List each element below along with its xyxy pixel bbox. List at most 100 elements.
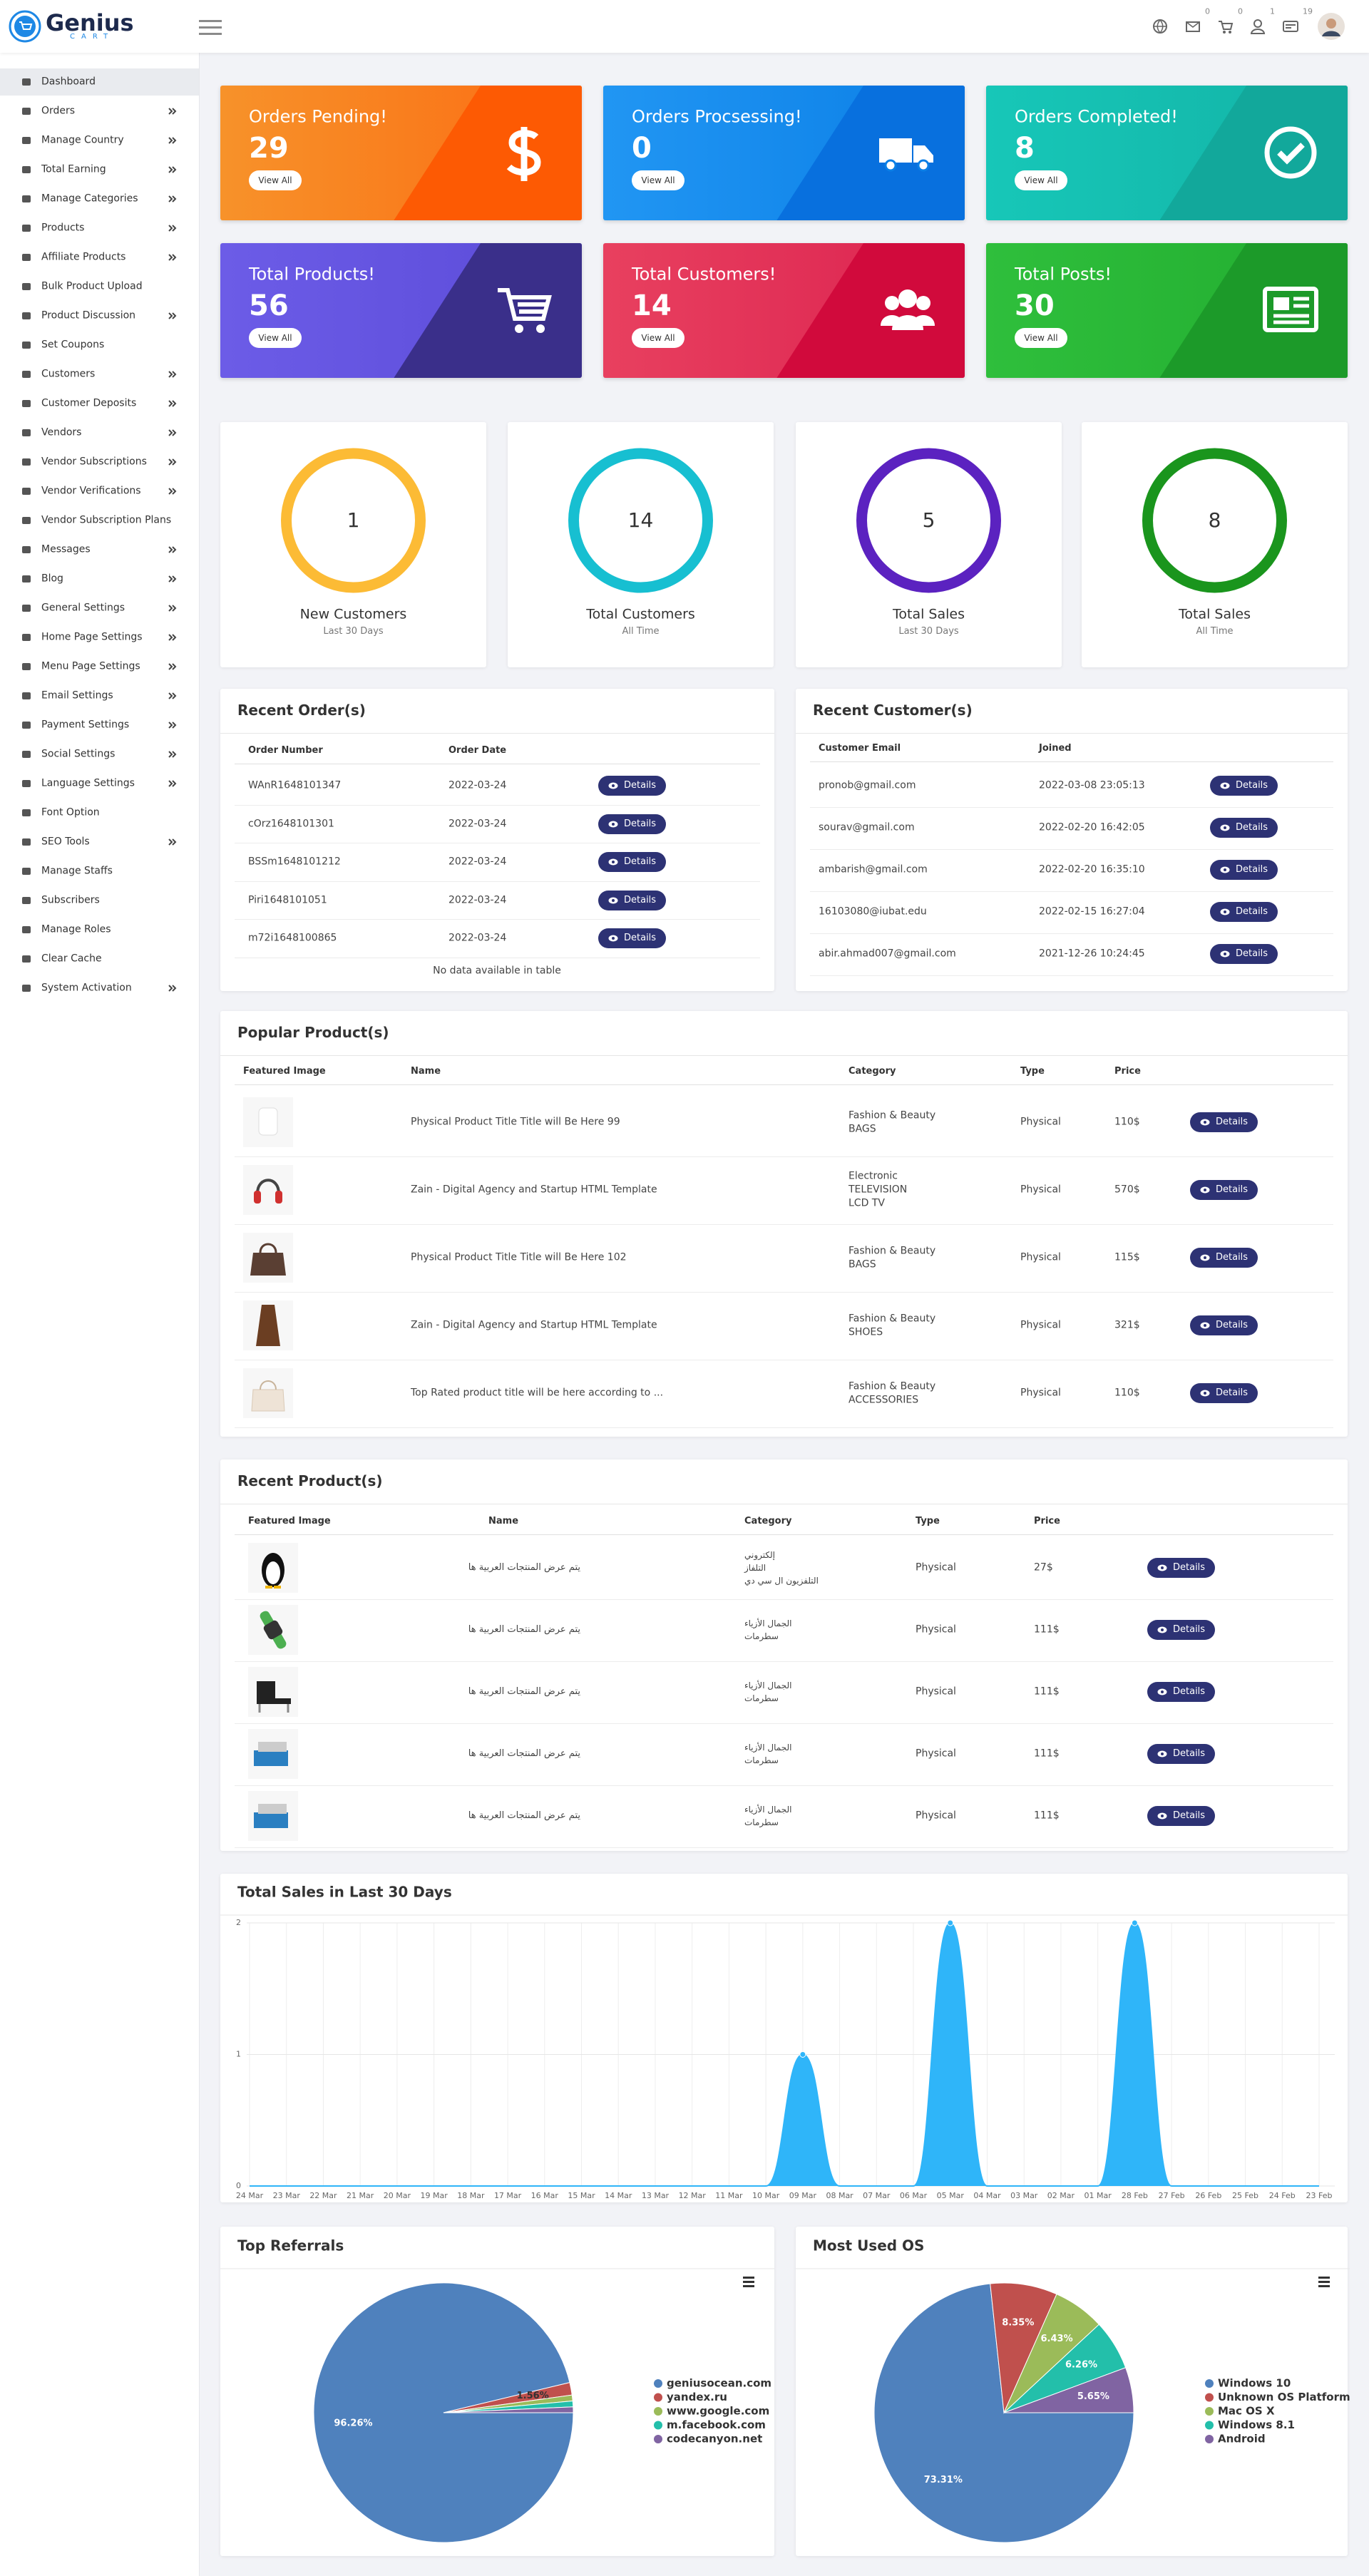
badge: 19 (1303, 6, 1313, 16)
details-button[interactable]: Details (1210, 902, 1278, 922)
details-button[interactable]: Details (1147, 1682, 1215, 1702)
sidebar-item[interactable]: Manage Country (0, 127, 199, 154)
details-button[interactable]: Details (1190, 1248, 1258, 1268)
sidebar-item[interactable]: Vendors (0, 419, 199, 446)
details-button[interactable]: Details (1190, 1180, 1258, 1200)
sidebar-item[interactable]: Home Page Settings (0, 624, 199, 651)
sidebar-item[interactable]: Total Earning (0, 156, 199, 183)
sidebar-item[interactable]: General Settings (0, 595, 199, 622)
view-all-button[interactable]: View All (632, 328, 684, 348)
header-icon[interactable] (1152, 19, 1168, 34)
sidebar-item[interactable]: Messages (0, 536, 199, 563)
ring (856, 448, 1001, 593)
category-line: TELEVISION (848, 1184, 908, 1196)
sidebar-item[interactable]: Dashboard (0, 68, 199, 96)
pupil (1224, 826, 1226, 829)
sidebar-icon (22, 342, 31, 349)
details-button[interactable]: Details (1190, 1383, 1258, 1403)
view-all-button[interactable]: View All (632, 170, 684, 190)
order-date: 2022-03-24 (448, 856, 507, 868)
pupil (1204, 1324, 1206, 1327)
details-button[interactable]: Details (1190, 1112, 1258, 1132)
sidebar-item[interactable]: Orders (0, 98, 199, 125)
header-icon[interactable] (1250, 19, 1266, 34)
details-button[interactable]: Details (1147, 1744, 1215, 1764)
sidebar-label: Orders (41, 105, 76, 117)
sidebar-item[interactable]: Social Settings (0, 741, 199, 768)
customer-joined: 2021-12-26 10:24:45 (1039, 948, 1145, 960)
user-body (1250, 29, 1266, 34)
menu-toggle[interactable] (199, 20, 222, 36)
sidebar-item[interactable]: Manage Staffs (0, 858, 199, 885)
details-button[interactable]: Details (1210, 860, 1278, 880)
sidebar-item[interactable]: Bulk Product Upload (0, 273, 199, 300)
sidebar-item[interactable]: Vendor Subscription Plans (0, 507, 199, 534)
ring-value: 14 (627, 508, 654, 533)
device (254, 1812, 288, 1828)
view-all-button[interactable]: View All (249, 328, 302, 348)
details-button[interactable]: Details (1147, 1558, 1215, 1578)
details-button[interactable]: Details (598, 814, 666, 834)
sidebar-item[interactable]: Customers (0, 361, 199, 388)
belly (266, 1561, 280, 1584)
sidebar-item[interactable]: Payment Settings (0, 712, 199, 739)
sidebar-item[interactable]: Vendor Verifications (0, 478, 199, 505)
sidebar-item[interactable]: SEO Tools (0, 828, 199, 856)
details-button[interactable]: Details (1147, 1620, 1215, 1640)
sidebar-item[interactable]: Vendor Subscriptions (0, 448, 199, 476)
user-head (916, 296, 930, 310)
screen (258, 1742, 287, 1752)
icon-shape (22, 254, 31, 261)
details-button[interactable]: Details (1210, 944, 1278, 964)
product-image (243, 1368, 293, 1418)
ring-value: 8 (1208, 508, 1221, 533)
details-button[interactable]: Details (598, 852, 666, 872)
sidebar-item[interactable]: Product Discussion (0, 302, 199, 329)
sidebar-item[interactable]: Subscribers (0, 887, 199, 914)
sidebar-item[interactable]: Set Coupons (0, 332, 199, 359)
card-value: 30 (1015, 289, 1055, 322)
details-button[interactable]: Details (598, 890, 666, 910)
sidebar-label: Subscribers (41, 894, 100, 906)
details-button[interactable]: Details (1210, 776, 1278, 796)
sidebar-icon (22, 254, 31, 261)
view-all-button[interactable]: View All (249, 170, 302, 190)
header-icon[interactable] (1283, 19, 1298, 34)
globe-lines (1154, 19, 1167, 34)
details-button[interactable]: Details (1190, 1315, 1258, 1335)
icon-shape (22, 517, 31, 524)
details-button[interactable]: Details (1210, 818, 1278, 838)
sidebar-item[interactable]: Products (0, 215, 199, 242)
menu-bar (199, 26, 222, 29)
details-button[interactable]: Details (1147, 1806, 1215, 1826)
customer-email: 16103080@iubat.edu (819, 905, 927, 918)
sidebar-item[interactable]: Font Option (0, 799, 199, 826)
header-icon[interactable] (1185, 19, 1201, 34)
chevrons (168, 692, 177, 699)
row-line (810, 975, 1333, 976)
category-line: Electronic (848, 1170, 898, 1182)
sidebar-item[interactable]: Customer Deposits (0, 390, 199, 417)
sidebar-item[interactable]: System Activation (0, 975, 199, 1002)
avatar[interactable] (1317, 12, 1345, 41)
details-button[interactable]: Details (598, 928, 666, 948)
sidebar-item[interactable]: Manage Categories (0, 185, 199, 212)
chevrons (168, 400, 177, 407)
header-icon[interactable] (1218, 19, 1234, 34)
button-label: Details (1236, 780, 1268, 791)
sidebar-item[interactable]: Manage Roles (0, 916, 199, 943)
view-all-button[interactable]: View All (1015, 170, 1067, 190)
view-all-button[interactable]: View All (1015, 328, 1067, 348)
sidebar-item[interactable]: Clear Cache (0, 945, 199, 973)
details-button[interactable]: Details (598, 776, 666, 796)
sidebar-item[interactable]: Affiliate Products (0, 244, 199, 271)
sidebar-icon (22, 166, 31, 173)
sidebar-item[interactable]: Menu Page Settings (0, 653, 199, 680)
order-date: 2022-03-24 (448, 818, 507, 830)
sidebar-item[interactable]: Language Settings (0, 770, 199, 797)
product-name: Zain - Digital Agency and Startup HTML T… (411, 1319, 657, 1331)
sidebar-item[interactable]: Blog (0, 565, 199, 592)
product-price: 570$ (1114, 1184, 1140, 1196)
sidebar-item[interactable]: Email Settings (0, 682, 199, 709)
logo[interactable] (9, 10, 41, 43)
